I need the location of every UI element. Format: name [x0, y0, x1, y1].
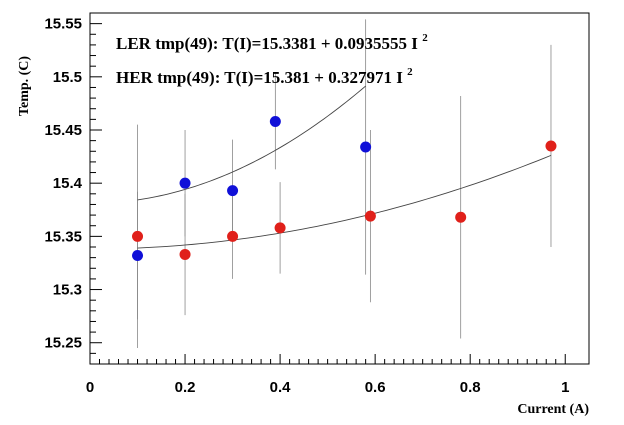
data-point-her [179, 177, 191, 189]
x-tick-label: 0.4 [270, 379, 292, 396]
y-tick-label: 15.3 [53, 282, 82, 299]
plot-frame [89, 12, 590, 365]
axes [89, 12, 590, 365]
data-point-her [269, 115, 281, 127]
fit-curve-her [137, 85, 366, 201]
y-tick-label: 15.5 [53, 69, 82, 86]
legend-entry-her: HER tmp(49): T(I)=15.381 + 0.327971 I 2 [116, 66, 413, 87]
data-point-her [227, 185, 239, 197]
legend-text-ler: LER tmp(49): T(I)=15.3381 + 0.0935555 I [116, 34, 418, 53]
data-point-ler [455, 211, 467, 223]
tick-labels: 0 0.2 0.4 0.6 0.8 1 15.25 15.3 15.35 15.4 15.45 15.… [44, 16, 569, 396]
data-point-ler [274, 222, 286, 234]
data-point-ler [132, 230, 144, 242]
legend-entry-ler: LER tmp(49): T(I)=15.3381 + 0.0935555 I … [116, 32, 428, 53]
fit-curves [137, 85, 552, 249]
x-tick-label: 0 [86, 379, 94, 396]
y-tick-label: 15.55 [44, 16, 82, 33]
legend-exponent-ler: 2 [422, 32, 428, 44]
legend-text-her: HER tmp(49): T(I)=15.381 + 0.327971 I [116, 68, 403, 87]
x-tick-label: 0.6 [365, 379, 386, 396]
data-point-ler [179, 248, 191, 260]
y-tick-label: 15.45 [44, 122, 82, 139]
data-point-her [132, 250, 144, 262]
data-point-her [360, 141, 372, 153]
x-tick-label: 0.2 [175, 379, 196, 396]
y-tick-label: 15.4 [53, 175, 83, 192]
y-tick-label: 15.35 [44, 228, 82, 245]
x-tick-label: 1 [561, 379, 569, 396]
x-tick-label: 0.8 [460, 379, 481, 396]
data-point-ler [227, 230, 239, 242]
fit-curve-ler [137, 154, 552, 249]
data-point-ler [364, 210, 376, 222]
data-point-ler [545, 140, 557, 152]
y-axis-title: Temp. (C) [17, 56, 32, 116]
data-points [132, 115, 557, 262]
y-tick-label: 15.25 [44, 335, 82, 352]
x-axis-title: Current (A) [517, 402, 589, 417]
legend-exponent-her: 2 [407, 66, 413, 78]
